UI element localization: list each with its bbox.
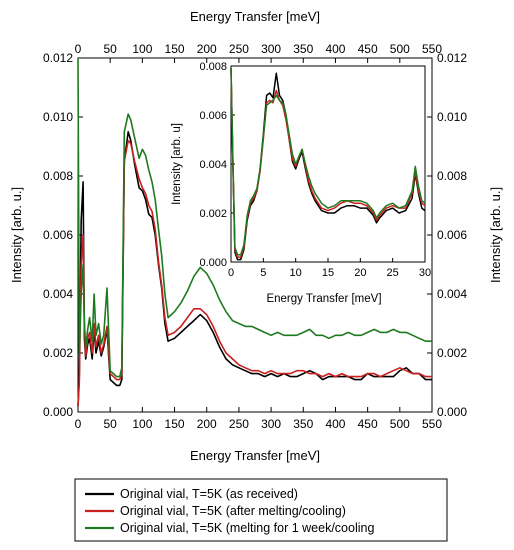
main-x-tick-label-bottom: 150 bbox=[165, 417, 185, 431]
main-x-tick-label-top: 250 bbox=[229, 42, 249, 56]
main-x-tick-label-bottom: 350 bbox=[293, 417, 313, 431]
main-x-tick-label-top: 350 bbox=[293, 42, 313, 56]
main-x-tick-label-bottom: 100 bbox=[132, 417, 152, 431]
main-y-ticks-right: 0.000 0.002 0.004 0.006 0.008 0.010 0.012 bbox=[427, 51, 467, 419]
main-x-tick-label-bottom: 0 bbox=[75, 417, 82, 431]
main-y-tick-label-left: 0.004 bbox=[43, 287, 73, 301]
legend-label-3: Original vial, T=5K (melting for 1 week/… bbox=[120, 521, 374, 535]
main-series-line-3 bbox=[77, 57, 432, 378]
inset-x-tick-label: 10 bbox=[290, 267, 302, 279]
main-y2-axis-label: Intensity [arb. u.] bbox=[488, 187, 503, 283]
main-x-tick-label-bottom: 200 bbox=[197, 417, 217, 431]
inset-x-ticks: 0 5 10 15 20 25 30 bbox=[228, 258, 431, 279]
inset-y-tick-label: 0.004 bbox=[199, 159, 227, 171]
inset-x-tick-label: 5 bbox=[260, 267, 266, 279]
main-x-tick-label-top: 550 bbox=[422, 42, 442, 56]
main-x-axis-label: Energy Transfer [meV] bbox=[190, 448, 320, 463]
main-x-tick-label-top: 400 bbox=[325, 42, 345, 56]
inset-x-axis-label: Energy Transfer [meV] bbox=[266, 293, 381, 305]
inset-y-axis-label: Intensity [arb. u] bbox=[171, 123, 183, 205]
main-y-tick-label-left: 0.006 bbox=[43, 228, 73, 242]
inset-y-tick-label: 0.000 bbox=[199, 257, 227, 269]
main-y-tick-label-right: 0.004 bbox=[437, 287, 467, 301]
inset-plot-frame bbox=[230, 65, 426, 263]
inset-series-line-3 bbox=[230, 68, 426, 256]
main-x-tick-label-bottom: 450 bbox=[358, 417, 378, 431]
main-y-tick-label-left: 0.000 bbox=[43, 405, 73, 419]
inset-y-tick-label: 0.002 bbox=[199, 208, 227, 220]
main-x-tick-label-bottom: 50 bbox=[104, 417, 118, 431]
main-x-tick-label-bottom: 400 bbox=[325, 417, 345, 431]
main-y-tick-label-right: 0.008 bbox=[437, 169, 467, 183]
main-y-ticks-left: 0.000 0.002 0.004 0.006 0.008 0.010 0.012 bbox=[43, 51, 83, 419]
inset-x-tick-label: 0 bbox=[228, 267, 234, 279]
main-y-tick-label-left: 0.010 bbox=[43, 110, 73, 124]
main-x-tick-label-bottom: 250 bbox=[229, 417, 249, 431]
main-x-tick-label-top: 150 bbox=[165, 42, 185, 56]
main-y-tick-label-right: 0.010 bbox=[437, 110, 467, 124]
main-x-tick-label-top: 0 bbox=[75, 42, 82, 56]
main-y-axis-label: Intensity [arb. u.] bbox=[9, 187, 24, 283]
inset-x-tick-label: 15 bbox=[322, 267, 334, 279]
main-x2-axis-label: Energy Transfer [meV] bbox=[190, 9, 320, 24]
main-series-group bbox=[77, 57, 432, 407]
main-x-tick-label-top: 50 bbox=[104, 42, 118, 56]
inset-x-tick-label: 25 bbox=[387, 267, 399, 279]
inset-y-tick-label: 0.008 bbox=[199, 61, 227, 73]
inset-y-ticks: 0.000 0.002 0.004 0.006 0.008 bbox=[199, 61, 235, 269]
legend-label-2: Original vial, T=5K (after melting/cooli… bbox=[120, 504, 346, 518]
main-x-tick-label-bottom: 550 bbox=[422, 417, 442, 431]
main-x-tick-label-top: 100 bbox=[132, 42, 152, 56]
main-x-tick-label-top: 300 bbox=[261, 42, 281, 56]
inset-y-tick-label: 0.006 bbox=[199, 110, 227, 122]
legend: Original vial, T=5K (as received) Origina… bbox=[85, 487, 374, 535]
main-x-tick-label-top: 200 bbox=[197, 42, 217, 56]
main-series-line-2 bbox=[77, 139, 432, 407]
main-x-ticks-bottom: 0 50 100 150 200 250 300 350 400 450 500 550 bbox=[75, 407, 442, 431]
inset-series-group bbox=[230, 68, 426, 261]
main-y-tick-label-right: 0.002 bbox=[437, 346, 467, 360]
main-x-tick-label-top: 450 bbox=[358, 42, 378, 56]
inset-x-tick-label: 30 bbox=[419, 267, 431, 279]
inset-x-tick-label: 20 bbox=[354, 267, 366, 279]
legend-box bbox=[74, 478, 448, 542]
main-x-ticks-top: 0 50 100 150 200 250 300 350 400 450 500 550 bbox=[75, 42, 442, 63]
main-y-tick-label-left: 0.012 bbox=[43, 51, 73, 65]
main-y-tick-label-right: 0.006 bbox=[437, 228, 467, 242]
main-x-tick-label-bottom: 300 bbox=[261, 417, 281, 431]
main-x-tick-label-bottom: 500 bbox=[390, 417, 410, 431]
main-y-tick-label-left: 0.002 bbox=[43, 346, 73, 360]
main-x-tick-label-top: 500 bbox=[390, 42, 410, 56]
main-y-tick-label-right: 0.000 bbox=[437, 405, 467, 419]
main-y-tick-label-left: 0.008 bbox=[43, 169, 73, 183]
main-y-tick-label-right: 0.012 bbox=[437, 51, 467, 65]
legend-label-1: Original vial, T=5K (as received) bbox=[120, 487, 298, 501]
